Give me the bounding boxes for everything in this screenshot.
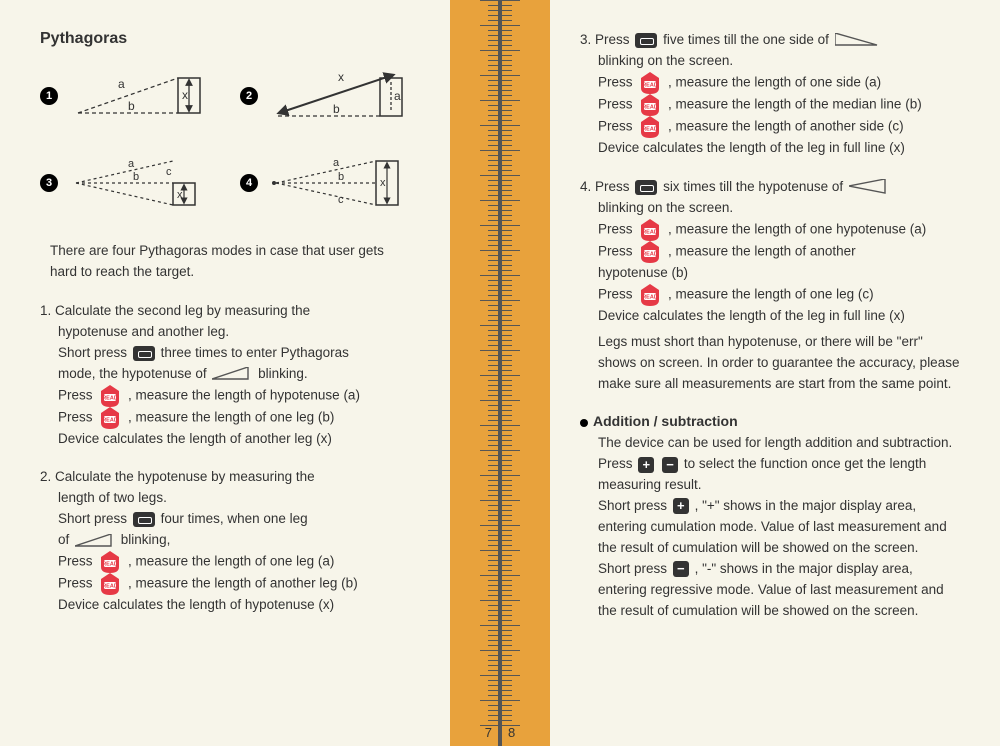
text-line: Legs must short than hypotenuse, or ther… xyxy=(580,332,960,395)
text-line: Device calculates the length of the leg … xyxy=(580,306,960,327)
text-line: Press , measure the length of hypotenuse… xyxy=(40,385,420,407)
triangle-left-icon xyxy=(849,179,887,195)
step-1: 1. Calculate the second leg by measuring… xyxy=(40,301,420,450)
function-button-icon xyxy=(635,33,657,48)
diagram-number: 1 xyxy=(40,87,58,105)
read-button-icon xyxy=(638,94,662,116)
step-4: 4. Press six times till the hypotenuse o… xyxy=(580,177,960,395)
ruler-left: 7 xyxy=(450,0,500,746)
text-line: Short press + , "+" shows in the major d… xyxy=(580,496,960,559)
plus-button-icon: + xyxy=(638,457,654,473)
svg-text:a: a xyxy=(394,89,401,103)
text-line: Device calculates the length of hypotenu… xyxy=(40,595,420,616)
text-line: mode, the hypotenuse of blinking. xyxy=(40,364,420,385)
svg-text:a: a xyxy=(333,157,340,169)
read-button-icon xyxy=(638,219,662,241)
text-line: Press , measure the length of another xyxy=(580,241,960,263)
diagram-3: 3 a b c x xyxy=(40,153,220,213)
read-button-icon xyxy=(638,284,662,306)
read-button-icon xyxy=(98,385,122,407)
function-button-icon xyxy=(635,180,657,195)
text-line: blinking on the screen. xyxy=(580,51,960,72)
svg-text:c: c xyxy=(166,166,172,178)
bullet-icon xyxy=(580,419,588,427)
diagram-4: 4 a b c x xyxy=(240,153,420,213)
page-number: 7 xyxy=(485,725,492,740)
text-line: Device calculates the length of the leg … xyxy=(580,138,960,159)
text-line: of blinking, xyxy=(40,530,420,551)
text-line: Device calculates the length of another … xyxy=(40,429,420,450)
triangle-flat-icon xyxy=(835,33,879,47)
diagram-number: 2 xyxy=(240,87,258,105)
step-2: 2. Calculate the hypotenuse by measuring… xyxy=(40,467,420,616)
text-line: Press , measure the length of one leg (a… xyxy=(40,551,420,573)
text-line: Press , measure the length of one hypote… xyxy=(580,219,960,241)
minus-button-icon: − xyxy=(662,457,678,473)
svg-text:x: x xyxy=(182,88,188,102)
text-line: Short press three times to enter Pythago… xyxy=(40,343,420,364)
svg-text:x: x xyxy=(177,189,183,201)
read-button-icon xyxy=(98,407,122,429)
diagram-number: 3 xyxy=(40,174,58,192)
text-line: blinking on the screen. xyxy=(580,198,960,219)
diagram-2-svg: x b a xyxy=(268,68,408,123)
plus-button-icon: + xyxy=(673,498,689,514)
triangle-icon xyxy=(212,367,252,381)
step-3: 3. Press five times till the one side of… xyxy=(580,30,960,159)
text-line: hypotenuse (b) xyxy=(580,263,960,284)
binding-ruler: 7 8 xyxy=(450,0,550,746)
svg-text:c: c xyxy=(338,194,344,206)
intro-text: There are four Pythagoras modes in case … xyxy=(50,241,410,283)
text-line: 2. Calculate the hypotenuse by measuring… xyxy=(40,467,420,488)
read-button-icon xyxy=(98,573,122,595)
text-line: Short press four times, when one leg xyxy=(40,509,420,530)
section-heading: Addition / subtraction xyxy=(580,413,960,429)
function-button-icon xyxy=(133,346,155,361)
diagram-2: 2 x b a xyxy=(240,68,420,123)
read-button-icon xyxy=(638,116,662,138)
svg-text:x: x xyxy=(338,70,344,84)
diagram-4-svg: a b c x xyxy=(268,153,408,213)
svg-text:b: b xyxy=(338,171,344,183)
svg-text:x: x xyxy=(380,177,386,189)
diagram-number: 4 xyxy=(240,174,258,192)
read-button-icon xyxy=(98,551,122,573)
addsub-section: Addition / subtraction The device can be… xyxy=(580,413,960,621)
minus-button-icon: − xyxy=(673,561,689,577)
ruler-right: 8 xyxy=(500,0,550,746)
text-line: length of two legs. xyxy=(40,488,420,509)
text-line: 1. Calculate the second leg by measuring… xyxy=(40,301,420,322)
text-line: Press , measure the length of another le… xyxy=(40,573,420,595)
text-line: Press , measure the length of the median… xyxy=(580,94,960,116)
svg-text:a: a xyxy=(128,158,135,170)
text-line: Press , measure the length of one side (… xyxy=(580,72,960,94)
page-title: Pythagoras xyxy=(40,30,420,48)
triangle-icon xyxy=(75,534,115,548)
text-line: Press , measure the length of one leg (c… xyxy=(580,284,960,306)
diagram-3-svg: a b c x xyxy=(68,153,208,213)
read-button-icon xyxy=(638,241,662,263)
right-page: 3. Press five times till the one side of… xyxy=(550,0,1000,746)
diagram-1: 1 a b x xyxy=(40,68,220,123)
text-line: Press , measure the length of another si… xyxy=(580,116,960,138)
svg-text:b: b xyxy=(133,171,139,183)
function-button-icon xyxy=(133,512,155,527)
text-line: The device can be used for length additi… xyxy=(580,433,960,496)
text-line: Press , measure the length of one leg (b… xyxy=(40,407,420,429)
text-line: 4. Press six times till the hypotenuse o… xyxy=(580,177,960,198)
diagram-1-svg: a b x xyxy=(68,68,208,123)
svg-text:a: a xyxy=(118,77,125,91)
svg-text:b: b xyxy=(333,102,340,116)
page-number: 8 xyxy=(508,725,515,740)
svg-text:b: b xyxy=(128,99,135,113)
text-line: 3. Press five times till the one side of xyxy=(580,30,960,51)
text-line: Short press − , "-" shows in the major d… xyxy=(580,559,960,622)
page-spread: Pythagoras 1 a b x 2 xyxy=(0,0,1000,746)
text-line: hypotenuse and another leg. xyxy=(40,322,420,343)
read-button-icon xyxy=(638,72,662,94)
left-page: Pythagoras 1 a b x 2 xyxy=(0,0,450,746)
diagram-grid: 1 a b x 2 x xyxy=(40,68,420,213)
